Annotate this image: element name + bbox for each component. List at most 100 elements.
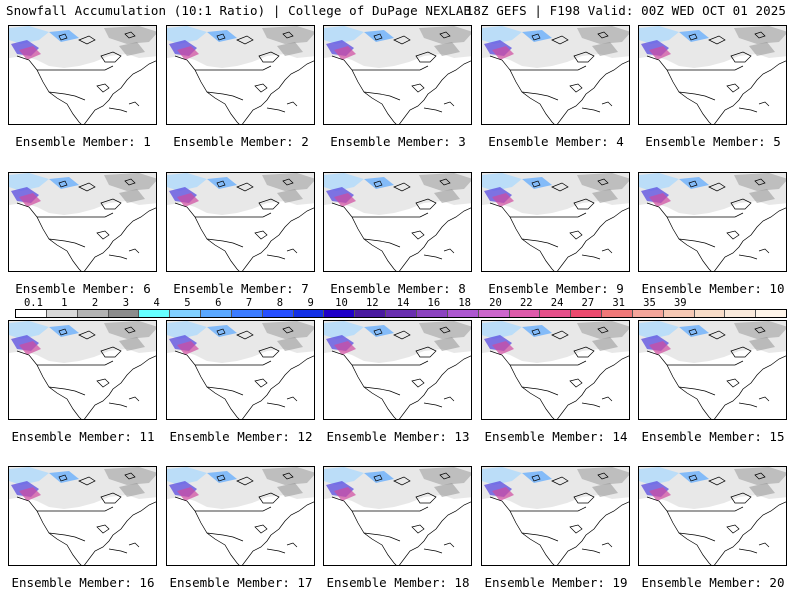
- ensemble-member-map: [323, 172, 472, 272]
- ensemble-member-label: Ensemble Member: 10: [641, 281, 785, 296]
- colorbar-swatch: [386, 310, 417, 317]
- colorbar-swatch: [509, 310, 541, 317]
- ensemble-member-map: [481, 466, 630, 566]
- ensemble-member-label: Ensemble Member: 15: [641, 429, 785, 444]
- ensemble-member-label: Ensemble Member: 20: [641, 575, 785, 590]
- ensemble-member-map: [323, 25, 472, 125]
- ensemble-member-label: Ensemble Member: 12: [169, 429, 313, 444]
- ensemble-member-map: [481, 320, 630, 420]
- colorbar-label: 4: [153, 297, 160, 309]
- ensemble-member-label: Ensemble Member: 9: [488, 281, 624, 296]
- ensemble-member-label: Ensemble Member: 11: [11, 429, 155, 444]
- ensemble-member-label: Ensemble Member: 19: [484, 575, 628, 590]
- colorbar-label: 12: [365, 297, 379, 309]
- north-america-map: [324, 26, 471, 124]
- colorbar-label: 31: [612, 297, 625, 309]
- ensemble-member-map: [638, 25, 787, 125]
- ensemble-member-label: Ensemble Member: 14: [484, 429, 628, 444]
- ensemble-member-label: Ensemble Member: 18: [326, 575, 470, 590]
- north-america-map: [639, 321, 786, 419]
- snowfall-colorbar: [15, 309, 787, 318]
- colorbar-label: 2: [91, 297, 99, 309]
- colorbar-swatch: [632, 310, 664, 317]
- colorbar-swatch: [46, 310, 78, 317]
- colorbar-swatch: [663, 310, 695, 317]
- north-america-map: [167, 467, 314, 565]
- colorbar-label: 18: [458, 297, 471, 309]
- ensemble-member-label: Ensemble Member: 6: [15, 281, 151, 296]
- ensemble-member-label: Ensemble Member: 3: [330, 134, 466, 149]
- colorbar-swatch: [756, 310, 787, 317]
- colorbar-label: 35: [643, 297, 656, 309]
- colorbar-labels: 0.1 1 2 3 4 5 6 7 8 9 10 12 14 16 18 20 22 24 27 31 35 39: [15, 297, 785, 309]
- colorbar-swatch: [478, 310, 510, 317]
- north-america-map: [639, 467, 786, 565]
- colorbar-swatch: [324, 310, 356, 317]
- colorbar-swatch: [262, 310, 294, 317]
- ensemble-member-label: Ensemble Member: 5: [645, 134, 781, 149]
- north-america-map: [482, 467, 629, 565]
- north-america-map: [324, 467, 471, 565]
- colorbar-label: 3: [122, 297, 130, 309]
- ensemble-member-map: [638, 466, 787, 566]
- colorbar-label: 9: [307, 297, 314, 309]
- ensemble-member-map: [638, 320, 787, 420]
- north-america-map: [167, 321, 314, 419]
- colorbar-swatch: [16, 310, 47, 317]
- colorbar-label: 7: [245, 297, 253, 309]
- north-america-map: [324, 321, 471, 419]
- ensemble-member-map: [8, 466, 157, 566]
- ensemble-member-map: [166, 25, 315, 125]
- colorbar-label: 5: [184, 297, 191, 309]
- colorbar-swatch: [108, 310, 140, 317]
- north-america-map: [9, 173, 156, 271]
- north-america-map: [482, 173, 629, 271]
- north-america-map: [639, 26, 786, 124]
- colorbar-label: 24: [550, 297, 564, 309]
- colorbar-label: 22: [519, 297, 533, 309]
- ensemble-member-label: Ensemble Member: 1: [15, 134, 151, 149]
- ensemble-member-map: [166, 466, 315, 566]
- north-america-map: [9, 321, 156, 419]
- ensemble-member-label: Ensemble Member: 17: [169, 575, 313, 590]
- ensemble-member-map: [481, 172, 630, 272]
- colorbar-swatch: [416, 310, 448, 317]
- ensemble-member-map: [8, 320, 157, 420]
- colorbar-label: 6: [215, 297, 222, 309]
- colorbar-label: 1: [61, 297, 68, 309]
- north-america-map: [9, 26, 156, 124]
- colorbar-swatch: [694, 310, 726, 317]
- colorbar-swatch: [201, 310, 232, 317]
- colorbar-swatch: [540, 310, 572, 317]
- colorbar-label: 8: [276, 297, 284, 309]
- ensemble-member-map: [166, 172, 315, 272]
- colorbar-label: 39: [673, 297, 687, 309]
- map-title: Snowfall Accumulation (10:1 Ratio) | Col…: [6, 3, 472, 18]
- ensemble-member-label: Ensemble Member: 4: [488, 134, 624, 149]
- ensemble-member-map: [166, 320, 315, 420]
- north-america-map: [482, 321, 629, 419]
- colorbar-swatch: [447, 310, 479, 317]
- colorbar-label: 16: [427, 297, 441, 309]
- north-america-map: [639, 173, 786, 271]
- colorbar-swatch: [293, 310, 325, 317]
- ensemble-member-label: Ensemble Member: 2: [173, 134, 309, 149]
- ensemble-member-label: Ensemble Member: 13: [326, 429, 470, 444]
- ensemble-member-label: Ensemble Member: 7: [173, 281, 309, 296]
- model-run-info: 18Z GEFS | F198 Valid: 00Z WED OCT 01 20…: [465, 3, 786, 18]
- colorbar-label: 27: [581, 297, 595, 309]
- ensemble-member-map: [481, 25, 630, 125]
- ensemble-member-map: [638, 172, 787, 272]
- ensemble-member-map: [8, 172, 157, 272]
- colorbar-label: 14: [396, 297, 410, 309]
- ensemble-member-label: Ensemble Member: 16: [11, 575, 155, 590]
- north-america-map: [167, 26, 314, 124]
- colorbar-swatch: [571, 310, 603, 317]
- colorbar-label: 0.1: [23, 297, 43, 309]
- north-america-map: [167, 173, 314, 271]
- colorbar-swatch: [170, 310, 202, 317]
- ensemble-member-label: Ensemble Member: 8: [330, 281, 466, 296]
- ensemble-member-map: [8, 25, 157, 125]
- colorbar-swatch: [725, 310, 757, 317]
- colorbar-swatch: [231, 310, 263, 317]
